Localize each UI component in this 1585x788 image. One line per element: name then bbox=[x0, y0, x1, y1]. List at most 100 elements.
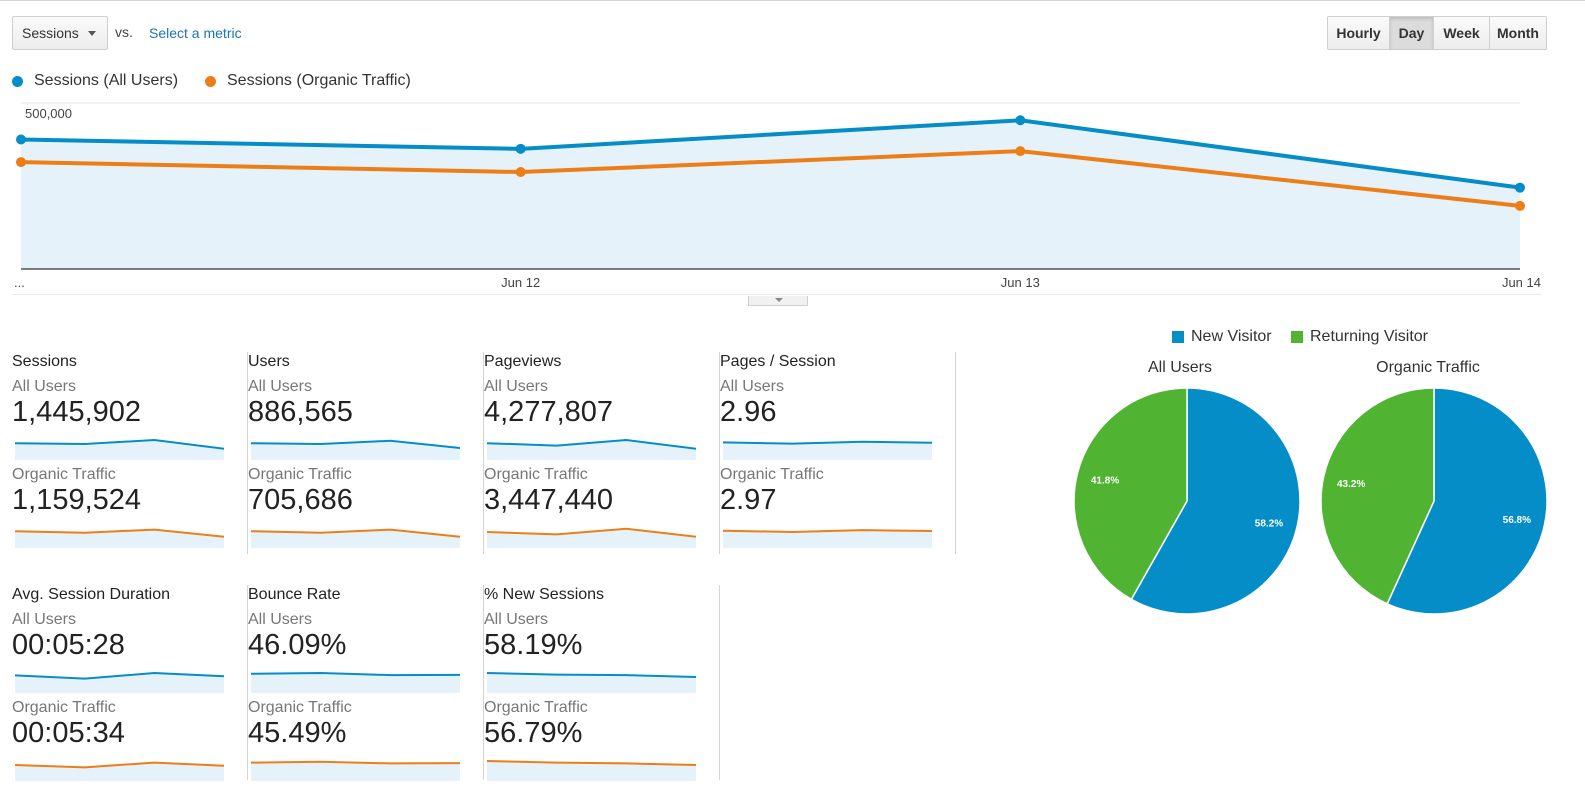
sparkline-line bbox=[14, 438, 225, 450]
data-point bbox=[1515, 182, 1525, 193]
top-border bbox=[0, 0, 1585, 1]
segment-label-organic: Organic Traffic bbox=[248, 699, 352, 716]
sparkline-line bbox=[722, 440, 933, 445]
sparkline-organic bbox=[250, 528, 461, 548]
collapse-chart-handle[interactable] bbox=[748, 296, 808, 306]
sparkline-area bbox=[723, 441, 932, 460]
pie-legend-new-visitor: New Visitor bbox=[1172, 328, 1272, 346]
vs-label: vs. bbox=[115, 24, 133, 40]
sparkline-area bbox=[723, 530, 932, 548]
metric-tile-users[interactable]: Users All Users 886,565 Organic Traffic 705,… bbox=[248, 352, 484, 554]
metric-value-organic: 705,686 bbox=[248, 484, 353, 516]
metric-value-all-users: 58.19% bbox=[484, 629, 583, 661]
metric-value-all-users: 886,565 bbox=[248, 396, 353, 428]
sparkline-area bbox=[251, 529, 460, 548]
sparkline-area bbox=[487, 761, 696, 781]
series-line bbox=[20, 149, 1521, 208]
sparkline-organic bbox=[486, 760, 697, 781]
pie-slice bbox=[1073, 387, 1188, 601]
pie-slice bbox=[1386, 387, 1548, 615]
metric-title: Bounce Rate bbox=[248, 586, 341, 603]
legend-dot-icon bbox=[205, 75, 216, 87]
metric-value-organic: 45.49% bbox=[248, 717, 347, 749]
new-visitor-swatch-icon bbox=[1172, 331, 1184, 343]
metric-value-all-users: 46.09% bbox=[248, 629, 347, 661]
chevron-down-icon bbox=[88, 31, 96, 36]
sparkline-all-users bbox=[250, 671, 461, 693]
metric-title: Avg. Session Duration bbox=[12, 586, 171, 603]
x-tick-label: ... bbox=[14, 275, 25, 290]
sparkline-line bbox=[486, 438, 697, 450]
pie-slice bbox=[1130, 387, 1301, 615]
sparkline-all-users bbox=[486, 438, 697, 460]
sparkline-organic bbox=[486, 527, 697, 548]
tile-divider bbox=[483, 585, 484, 780]
data-point bbox=[1015, 115, 1026, 126]
metric-tile-pages-session[interactable]: Pages / Session All Users 2.96 Organic Traf… bbox=[720, 352, 956, 554]
sparkline-line bbox=[250, 439, 461, 449]
segment-label-organic: Organic Traffic bbox=[484, 699, 588, 716]
period-month-button[interactable]: Month bbox=[1490, 17, 1546, 49]
segment-label-all-users: All Users bbox=[248, 611, 313, 628]
sparkline-area bbox=[487, 440, 696, 460]
metric-tile-avg-session-duration[interactable]: Avg. Session Duration All Users 00:05:28 Or… bbox=[12, 585, 248, 781]
metric-value-organic: 3,447,440 bbox=[484, 484, 614, 516]
period-hourly-button[interactable]: Hourly bbox=[1328, 17, 1390, 49]
pie-title-organic: Organic Traffic bbox=[1376, 359, 1480, 376]
sparkline-all-users bbox=[14, 671, 225, 693]
legend-sessions-organic[interactable]: Sessions (Organic Traffic) bbox=[205, 72, 411, 90]
sparkline-organic bbox=[14, 528, 225, 548]
metric-select-dropdown[interactable]: Sessions bbox=[12, 16, 108, 50]
sparkline-line bbox=[486, 527, 697, 538]
sparkline-all-users bbox=[14, 438, 225, 460]
metric-value-all-users: 1,445,902 bbox=[12, 396, 142, 428]
tile-divider bbox=[247, 585, 248, 780]
metric-tile-pageviews[interactable]: Pageviews All Users 4,277,807 Organic Traff… bbox=[484, 352, 720, 554]
period-week-button[interactable]: Week bbox=[1434, 17, 1490, 49]
sparkline-all-users bbox=[486, 672, 697, 693]
data-point bbox=[515, 143, 526, 154]
sparkline-organic bbox=[250, 760, 461, 781]
tile-divider bbox=[483, 352, 484, 554]
metric-select-label: Sessions bbox=[22, 25, 79, 41]
segment-label-organic: Organic Traffic bbox=[12, 466, 116, 483]
metric-value-all-users: 4,277,807 bbox=[484, 396, 614, 428]
data-point bbox=[515, 167, 526, 178]
segment-label-all-users: All Users bbox=[720, 378, 785, 395]
pie-legend-label: Returning Visitor bbox=[1310, 328, 1428, 345]
sparkline-line bbox=[14, 528, 225, 538]
metric-tile-sessions[interactable]: Sessions All Users 1,445,902 Organic Traffi… bbox=[12, 352, 248, 554]
metric-tile-bounce-rate[interactable]: Bounce Rate All Users 46.09% Organic Traffi… bbox=[248, 585, 484, 781]
metric-title: Pages / Session bbox=[720, 353, 836, 370]
segment-label-organic: Organic Traffic bbox=[248, 466, 352, 483]
metric-value-organic: 2.97 bbox=[720, 484, 777, 516]
series-line bbox=[20, 118, 1521, 190]
data-point bbox=[1515, 200, 1525, 211]
collapse-arrow-icon bbox=[775, 298, 783, 302]
sparkline-line bbox=[250, 671, 461, 677]
segment-label-all-users: All Users bbox=[484, 378, 549, 395]
metric-title: Pageviews bbox=[484, 353, 562, 370]
tile-divider bbox=[955, 352, 956, 554]
sparkline-area bbox=[487, 528, 696, 548]
pie-slice bbox=[1320, 387, 1435, 605]
segment-label-all-users: All Users bbox=[248, 378, 313, 395]
metric-title: Sessions bbox=[12, 353, 77, 370]
period-day-button[interactable]: Day bbox=[1390, 17, 1434, 49]
legend-sessions-all-users[interactable]: Sessions (All Users) bbox=[12, 72, 178, 90]
pie-slice-label: 41.8% bbox=[1091, 475, 1119, 486]
pie-slice-label: 58.2% bbox=[1255, 519, 1283, 530]
segment-label-all-users: All Users bbox=[12, 378, 77, 395]
sparkline-line bbox=[486, 672, 697, 678]
x-tick-label: Jun 14 bbox=[1502, 275, 1541, 290]
metric-tile-new-sessions[interactable]: % New Sessions All Users 58.19% Organic Tra… bbox=[484, 585, 720, 781]
x-tick-label: Jun 13 bbox=[1001, 275, 1040, 290]
returning-visitor-swatch-icon bbox=[1291, 331, 1303, 343]
metric-value-all-users: 2.96 bbox=[720, 396, 777, 428]
sparkline-area bbox=[15, 529, 224, 548]
select-metric-link[interactable]: Select a metric bbox=[149, 25, 242, 41]
metric-value-organic: 56.79% bbox=[484, 717, 583, 749]
sparkline-area bbox=[15, 440, 224, 460]
legend-label: Sessions (All Users) bbox=[34, 72, 179, 89]
segment-label-organic: Organic Traffic bbox=[484, 466, 588, 483]
